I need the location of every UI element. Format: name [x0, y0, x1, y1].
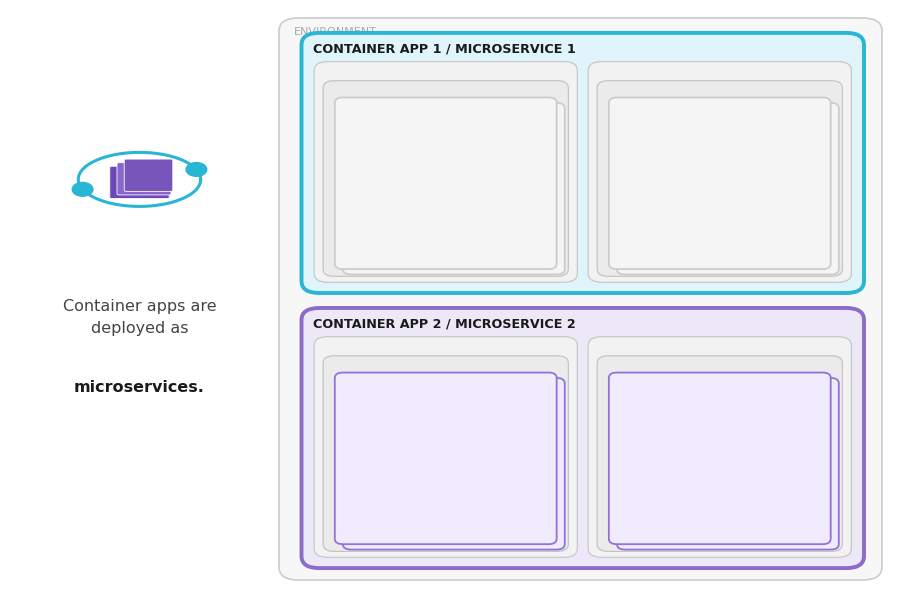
FancyBboxPatch shape [323, 356, 569, 551]
Text: REPLICA: REPLICA [605, 86, 644, 95]
FancyBboxPatch shape [589, 62, 851, 282]
FancyBboxPatch shape [279, 18, 882, 580]
FancyBboxPatch shape [110, 166, 169, 199]
FancyBboxPatch shape [598, 356, 842, 551]
FancyBboxPatch shape [343, 378, 565, 550]
Text: CONTAINER(S): CONTAINER(S) [406, 178, 485, 188]
Text: CONTAINER APP 1 / MICROSERVICE 1: CONTAINER APP 1 / MICROSERVICE 1 [313, 42, 576, 56]
FancyBboxPatch shape [124, 159, 173, 191]
FancyBboxPatch shape [302, 308, 864, 568]
Text: CONTAINER(S): CONTAINER(S) [680, 178, 760, 188]
FancyBboxPatch shape [598, 81, 842, 276]
Text: microservices.: microservices. [74, 380, 205, 395]
FancyBboxPatch shape [343, 103, 565, 274]
FancyBboxPatch shape [335, 97, 556, 269]
FancyBboxPatch shape [335, 373, 556, 544]
FancyBboxPatch shape [608, 373, 831, 544]
Circle shape [72, 182, 93, 196]
Text: CONTAINER(S): CONTAINER(S) [406, 453, 485, 463]
FancyBboxPatch shape [617, 103, 839, 274]
Text: REPLICA: REPLICA [605, 361, 644, 370]
Text: CONTAINER(S): CONTAINER(S) [680, 453, 760, 463]
Text: Container apps are
deployed as: Container apps are deployed as [63, 299, 216, 335]
FancyBboxPatch shape [617, 378, 839, 550]
Text: REVISION 1: REVISION 1 [323, 343, 380, 353]
FancyBboxPatch shape [589, 337, 851, 557]
Circle shape [186, 163, 207, 176]
Text: CONTAINER APP 2 / MICROSERVICE 2: CONTAINER APP 2 / MICROSERVICE 2 [313, 318, 576, 331]
Text: ENVIRONMENT: ENVIRONMENT [293, 27, 376, 37]
FancyBboxPatch shape [314, 337, 577, 557]
Text: REVISION 2: REVISION 2 [598, 343, 654, 353]
FancyBboxPatch shape [314, 62, 577, 282]
FancyBboxPatch shape [117, 163, 171, 195]
Text: REVISION 1: REVISION 1 [323, 68, 380, 78]
FancyBboxPatch shape [608, 97, 831, 269]
Text: REPLICA: REPLICA [330, 361, 370, 370]
FancyBboxPatch shape [323, 81, 569, 276]
FancyBboxPatch shape [302, 33, 864, 293]
Text: REPLICA: REPLICA [330, 86, 370, 95]
Text: REVISION 2: REVISION 2 [598, 68, 654, 78]
